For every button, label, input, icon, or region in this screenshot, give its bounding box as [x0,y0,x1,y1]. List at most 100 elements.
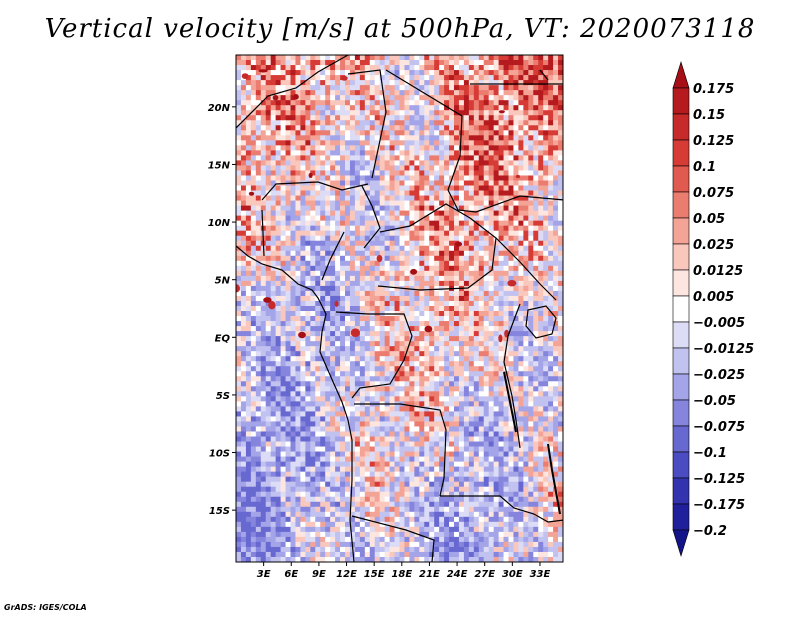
field-cell [449,416,455,422]
field-cell [250,160,257,166]
field-cell [478,381,485,387]
field-cell [330,200,336,206]
field-cell [498,396,504,402]
field-cell [260,376,267,382]
field-cell [528,265,534,272]
field-cell [260,336,267,342]
field-cell [320,140,326,146]
field-cell [389,115,395,121]
field-cell [250,316,257,322]
field-cell [468,215,475,222]
field-cell [404,145,410,151]
field-cell [483,225,490,232]
field-cell [429,351,435,357]
field-cell [558,376,563,382]
field-cell [488,55,495,61]
field-cell [513,155,519,161]
field-cell [449,130,455,136]
field-cell [399,150,405,156]
field-cell [374,80,381,86]
field-cell [280,426,286,432]
field-cell [280,90,286,96]
field-cell [463,80,470,86]
field-cell [439,190,445,196]
field-cell [270,195,277,201]
field-cell [458,280,465,287]
field-cell [275,311,281,317]
field-cell [439,280,445,287]
field-cell [488,205,495,212]
field-cell [389,200,395,206]
field-cell [260,210,267,217]
field-cell [488,265,495,272]
field-cell [275,290,281,297]
field-cell [513,225,519,232]
field-cell [518,65,524,71]
field-cell [335,130,341,136]
field-cell [384,275,390,282]
field-cell [538,366,544,372]
field-cell [444,401,450,407]
field-cell [533,351,539,357]
field-cell [439,155,445,161]
field-cell [434,341,440,347]
field-cell [498,295,504,302]
field-cell [345,290,351,297]
field-cell [399,270,405,277]
field-cell [300,416,306,422]
field-cell [493,165,499,171]
field-cell [434,300,440,307]
field-cell [523,316,529,322]
field-cell [503,105,509,111]
field-cell [523,120,529,126]
field-cell [478,165,485,171]
field-cell [424,240,430,247]
field-cell [364,280,371,287]
field-cell [245,190,252,196]
field-cell [389,391,395,397]
field-cell [359,175,366,181]
field-cell [240,65,247,71]
field-cell [300,326,306,332]
field-cell [330,170,336,176]
field-cell [439,225,445,232]
field-cell [379,65,386,71]
field-cell [394,165,400,171]
field-cell [255,391,262,397]
field-cell [295,120,301,126]
field-cell [250,245,257,252]
field-cell [384,205,390,212]
field-cell [478,265,485,272]
field-cell [404,336,410,342]
field-cell [444,190,450,196]
field-cell [250,95,257,101]
field-cell [444,305,450,312]
field-cell [290,120,296,126]
field-cell [290,60,296,66]
field-cell [354,381,361,387]
field-cell [295,396,301,402]
field-cell [290,356,296,362]
field-cell [290,195,296,201]
field-cell [483,210,490,217]
field-cell [280,55,286,61]
field-cell [250,336,257,342]
field-cell [533,220,539,227]
field-cell [543,411,549,417]
field-cell [236,105,242,111]
field-cell [548,55,554,61]
field-cell [290,371,296,377]
field-cell [285,100,291,106]
field-cell [240,411,247,417]
field-cell [473,235,480,242]
field-cell [399,426,405,432]
field-cell [250,105,257,111]
field-cell [478,235,485,242]
field-cell [255,185,262,191]
field-cell [399,190,405,196]
field-cell [409,240,415,247]
field-cell [310,95,316,101]
field-cell [454,290,460,297]
field-cell [325,175,331,181]
field-cell [394,125,400,131]
